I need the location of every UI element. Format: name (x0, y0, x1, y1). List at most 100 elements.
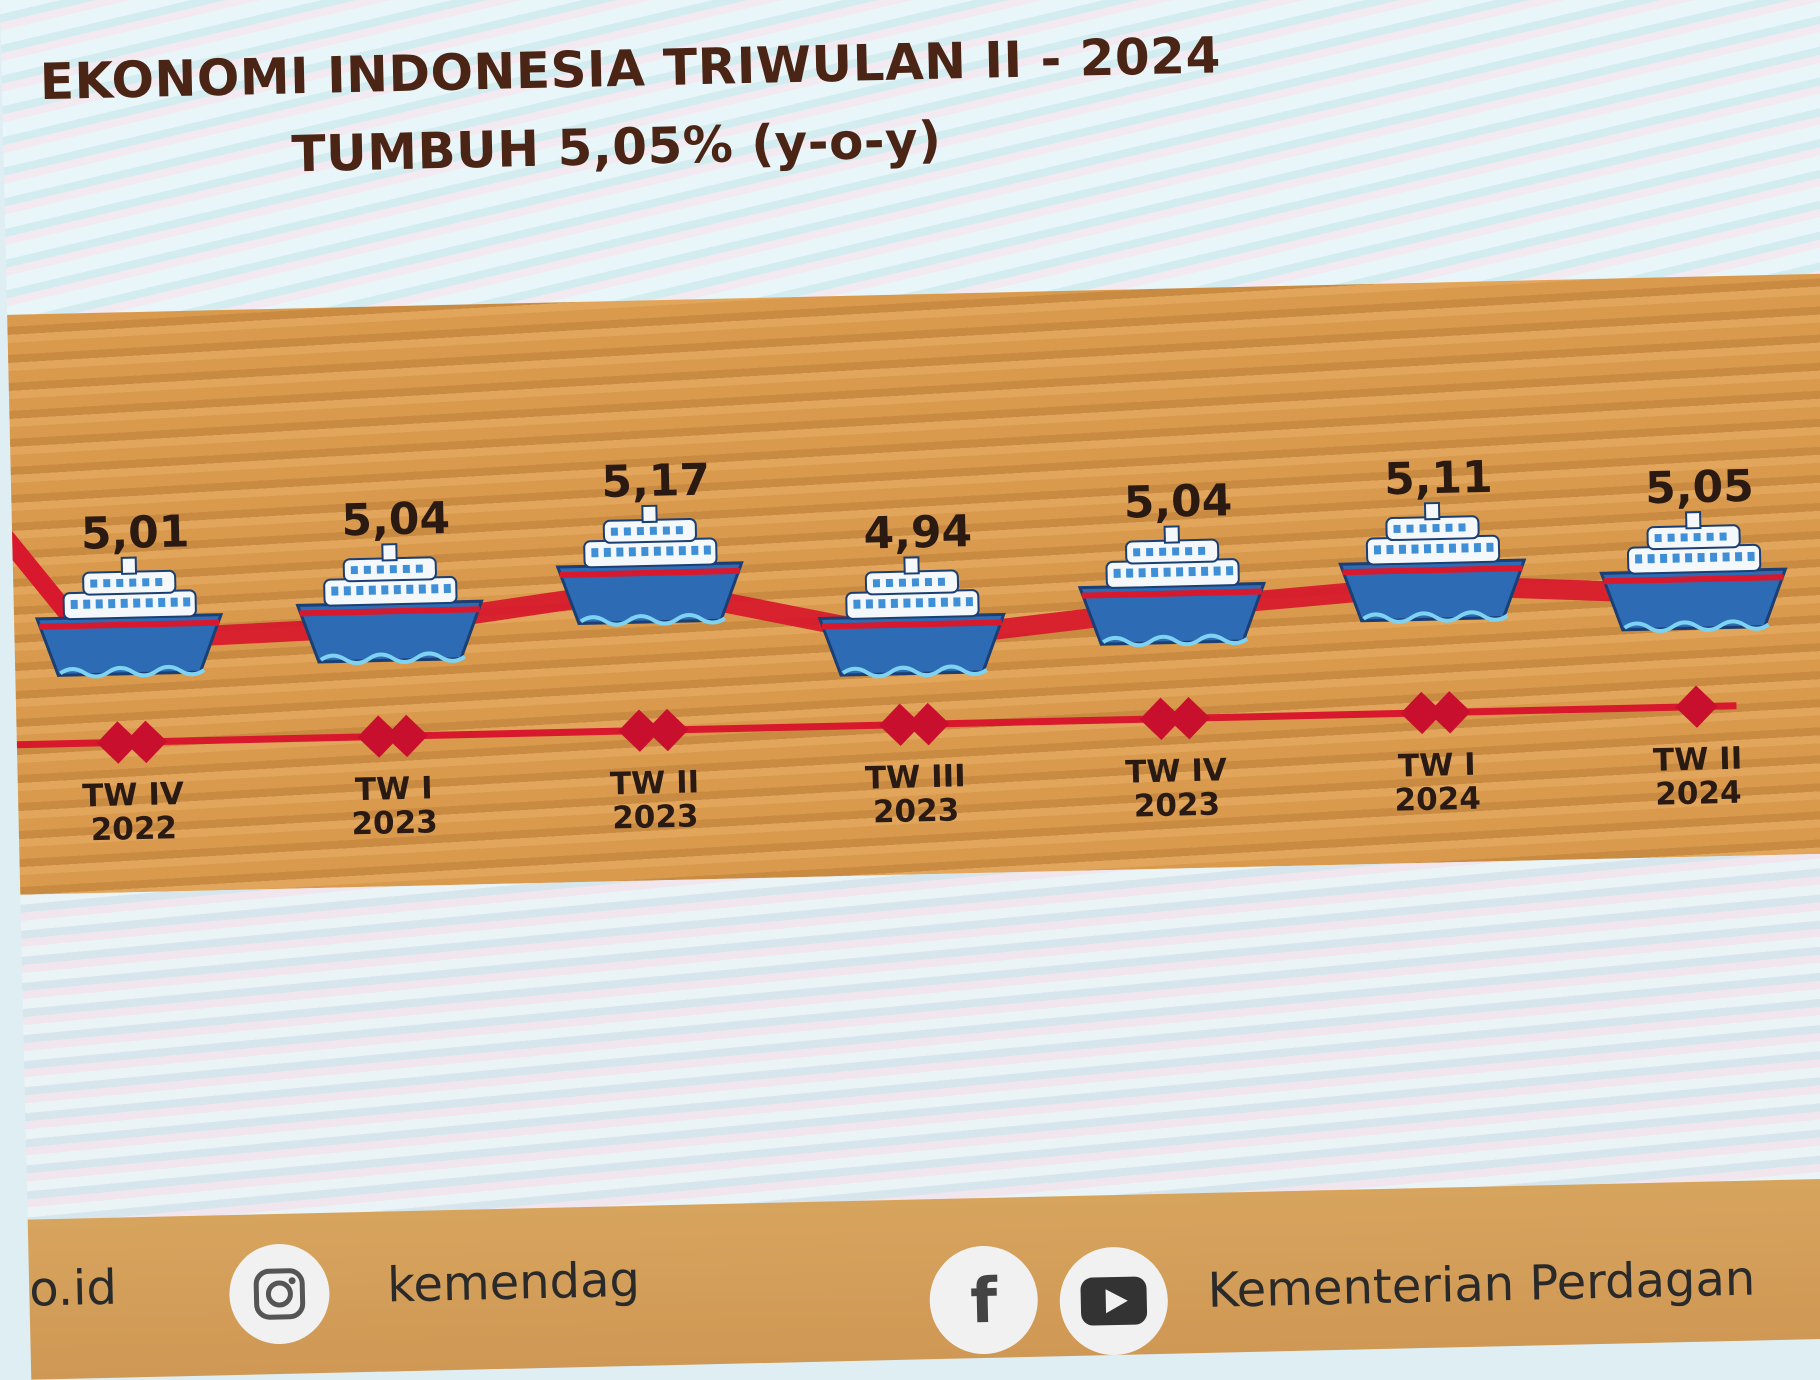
ship-window (129, 578, 137, 587)
timeline-marker (618, 709, 661, 752)
ship-window (1486, 542, 1494, 552)
ship-window (103, 579, 111, 588)
ship-window (1647, 554, 1655, 564)
ship-window (666, 546, 674, 556)
data-label: 5,04 (341, 493, 451, 546)
ship-window (1411, 544, 1419, 554)
x-tick-label-year: 2023 (1133, 787, 1220, 825)
ship-window (865, 599, 874, 609)
ship-window (636, 527, 644, 536)
ship-window (1672, 553, 1680, 563)
ship-window (331, 586, 339, 596)
ship-window (393, 585, 401, 595)
timeline-marker (1139, 697, 1183, 741)
ship-window (1113, 568, 1121, 578)
ship-window (872, 579, 881, 588)
timeline-marker (878, 703, 922, 746)
timeline-marker (1400, 691, 1443, 735)
ship-icon (295, 543, 484, 666)
ship-window (691, 545, 699, 555)
ship-icon (1338, 501, 1527, 624)
ship-waves (59, 664, 206, 679)
ship-window (1635, 554, 1643, 564)
ship-icon (34, 556, 224, 679)
ship-window (1406, 524, 1414, 533)
ship-window (443, 583, 451, 594)
ship-window (591, 548, 599, 558)
x-tick-label-year: 2024 (1655, 775, 1742, 813)
ship-window (953, 597, 961, 607)
data-label: 5,05 (1645, 461, 1755, 514)
ship-window (1398, 544, 1407, 554)
ship-window (116, 578, 124, 588)
x-tick-label-quarter: TW IV (1125, 752, 1227, 790)
ship-window (120, 598, 128, 608)
ship-window (1458, 523, 1466, 532)
ship-window (1654, 533, 1662, 543)
ship-window (610, 527, 618, 536)
ship-funnel (1685, 511, 1702, 530)
ship-funnel (903, 556, 920, 575)
ship-stripe (821, 619, 1002, 630)
ship-window (376, 565, 384, 574)
x-tick-label-quarter: TW I (1398, 747, 1476, 785)
timeline-marker (96, 721, 140, 764)
ship-window (1680, 533, 1688, 542)
data-label: 5,11 (1384, 452, 1494, 505)
ship-window (915, 598, 924, 608)
ship-window (170, 597, 178, 607)
ship-waves (1102, 633, 1249, 648)
ship-window (1722, 552, 1730, 562)
ship-stripe (1342, 565, 1523, 576)
ship-window (381, 585, 389, 595)
x-tick-label-year: 2023 (873, 792, 960, 830)
ship-window (1146, 547, 1154, 557)
ship-window (1213, 566, 1221, 576)
ship-window (1172, 547, 1180, 556)
ship-icon (817, 556, 1006, 679)
ship-window (703, 545, 711, 555)
ship-window (1473, 543, 1482, 553)
ship-window (937, 577, 946, 586)
youtube-icon[interactable] (1058, 1245, 1170, 1357)
ship-waves (319, 651, 466, 666)
ship-window (1188, 567, 1196, 577)
ship-window (890, 598, 899, 608)
ship-window (1225, 566, 1234, 576)
ship-window (1706, 532, 1714, 541)
ship-window (628, 547, 636, 557)
ship-window (898, 578, 907, 587)
ship-window (415, 564, 423, 573)
ship-funnel (120, 556, 138, 575)
ship-window (853, 599, 861, 609)
ship-window (343, 586, 351, 596)
ship-window (662, 526, 670, 535)
website-text[interactable]: o.id (28, 1259, 118, 1318)
ship-window (350, 566, 358, 575)
ship-window (1719, 532, 1727, 541)
ship-window (142, 578, 150, 587)
ship-window (356, 585, 364, 596)
data-label: 5,17 (601, 455, 711, 508)
instagram-icon[interactable] (228, 1242, 331, 1346)
x-tick-label-quarter: TW II (1653, 741, 1743, 779)
x-tick-label-quarter: TW I (355, 770, 433, 808)
instagram-handle[interactable]: kemendag (386, 1251, 641, 1314)
ship-funnel (381, 543, 398, 562)
ship-window (70, 599, 78, 610)
ship-window (1151, 567, 1159, 578)
ship-waves (1362, 610, 1509, 624)
ship-window (616, 547, 624, 557)
ship-window (158, 597, 166, 608)
ship-window (1747, 551, 1755, 561)
ship-window (1697, 552, 1705, 563)
ship-window (653, 546, 661, 556)
ship-window (1448, 543, 1457, 553)
ship-window (83, 599, 91, 609)
ship-window (406, 584, 414, 594)
ship-window (903, 598, 911, 608)
ship-window (1201, 566, 1209, 576)
ship-window (95, 599, 103, 609)
ship-window (363, 565, 371, 574)
